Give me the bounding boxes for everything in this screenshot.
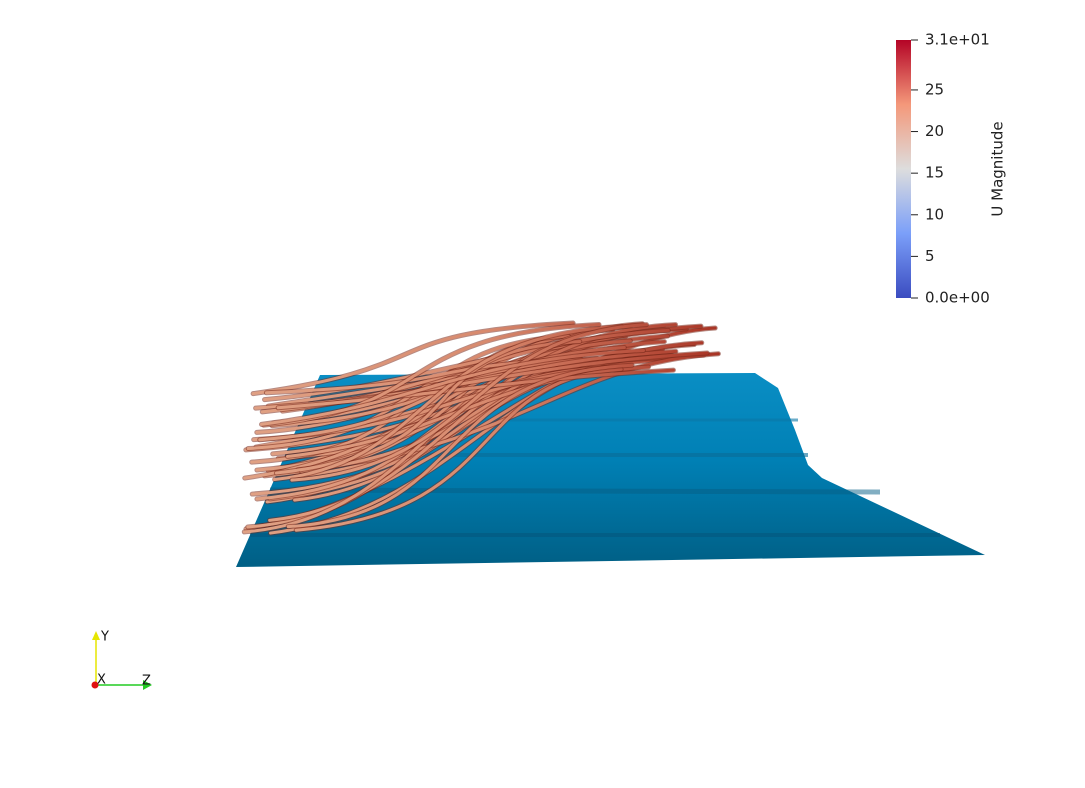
streamline [260,348,646,426]
axis-label: X [97,673,106,688]
tick-label: 5 [925,247,935,265]
axis-label: Z [142,674,151,689]
axis-label: Y [100,630,109,645]
streamline [286,363,634,529]
tick-label: 3.1e+01 [925,31,990,49]
tick-label: 15 [925,164,944,182]
orientation-axes: Y X Z [91,630,152,690]
tick-label: 25 [925,80,944,98]
streamline [251,321,575,396]
color-bar [896,40,911,298]
tick-label: 0.0e+00 [925,289,990,307]
streamlines [241,320,721,536]
streamline [258,357,599,442]
tick-label: 10 [925,205,944,223]
color-legend-title: U Magnitude [989,121,1007,216]
streamline [273,324,623,482]
streamline [290,323,648,482]
color-legend: U Magnitude 3.1e+01 25 20 15 10 5 0.0e+00 [896,31,1007,307]
tick-label: 20 [925,122,944,140]
